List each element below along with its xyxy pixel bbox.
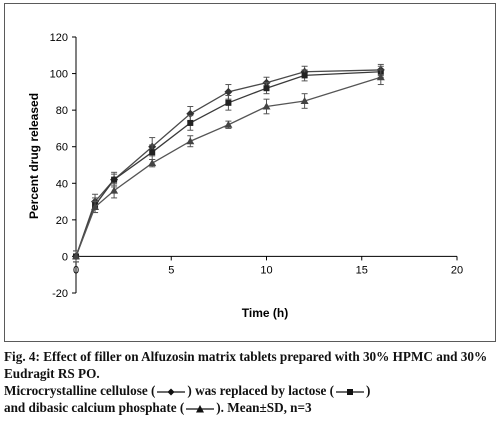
legend-triangle-symbol — [186, 404, 215, 413]
x-tick-label: 10 — [260, 264, 272, 276]
data-point — [110, 186, 119, 194]
series-diamond — [72, 63, 385, 263]
caption-mcc-text: Microcrystalline cellulose ( — [4, 383, 156, 398]
data-point — [224, 87, 233, 96]
series-triangle — [72, 69, 385, 263]
caption-line-legend-1: Microcrystalline cellulose ( ) was replac… — [4, 382, 496, 399]
y-tick-label: 120 — [50, 32, 68, 44]
caption-line-legend-2: and dibasic calcium phosphate ( ). Mean±S… — [4, 399, 496, 416]
data-point — [301, 72, 308, 79]
data-point — [225, 99, 232, 106]
data-point — [186, 137, 195, 145]
x-tick-label: 20 — [451, 264, 463, 276]
data-point — [262, 102, 271, 110]
data-point — [263, 85, 270, 92]
data-point — [72, 252, 80, 260]
figure-caption: Fig. 4: Effect of filler on Alfuzosin ma… — [4, 348, 496, 416]
data-point — [224, 120, 233, 128]
legend-diamond-symbol — [157, 388, 186, 396]
data-point — [300, 97, 309, 104]
x-tick-label: 5 — [168, 264, 174, 276]
caption-line-title: Fig. 4: Effect of filler on Alfuzosin ma… — [4, 348, 496, 382]
caption-stats-text: ). Mean±SD, n=3 — [216, 400, 312, 415]
series-layer — [72, 63, 385, 263]
y-axis-title: Percent drug released — [27, 93, 41, 219]
caption-dcp-text: and dibasic calcium phosphate ( — [4, 400, 185, 415]
y-tick-label: 80 — [56, 105, 68, 117]
y-tick-label: 40 — [56, 178, 68, 190]
series-square — [73, 65, 384, 263]
caption-close-paren: ) — [366, 383, 371, 398]
caption-title-text: Effect of filler on Alfuzosin matrix tab… — [4, 349, 488, 381]
chart: -20 0 20 40 60 80 100 120 0 5 10 15 20 Percent drug … — [27, 32, 463, 320]
caption-lactose-text: ) was replaced by lactose ( — [187, 383, 335, 398]
x-axis-title: Time (h) — [242, 306, 288, 320]
legend-square-symbol — [336, 388, 365, 395]
y-tick-label: 20 — [56, 215, 68, 227]
x-tick-label: 15 — [356, 264, 368, 276]
data-point — [91, 203, 100, 211]
y-tick-label: 60 — [56, 142, 68, 154]
data-point — [376, 73, 385, 81]
y-tick-label: 100 — [50, 69, 68, 81]
x-tick-label: 0 — [73, 264, 79, 276]
y-tick-label: 0 — [62, 251, 68, 263]
axes: -20 0 20 40 60 80 100 120 0 5 10 15 20 — [50, 32, 463, 300]
data-point — [148, 159, 157, 167]
chart-frame: -20 0 20 40 60 80 100 120 0 5 10 15 20 Percent drug … — [4, 3, 496, 342]
figure-label: Fig. 4: — [4, 349, 40, 364]
data-point — [187, 119, 194, 126]
data-point — [111, 176, 118, 183]
data-point — [149, 149, 156, 156]
y-tick-label: -20 — [52, 288, 68, 300]
